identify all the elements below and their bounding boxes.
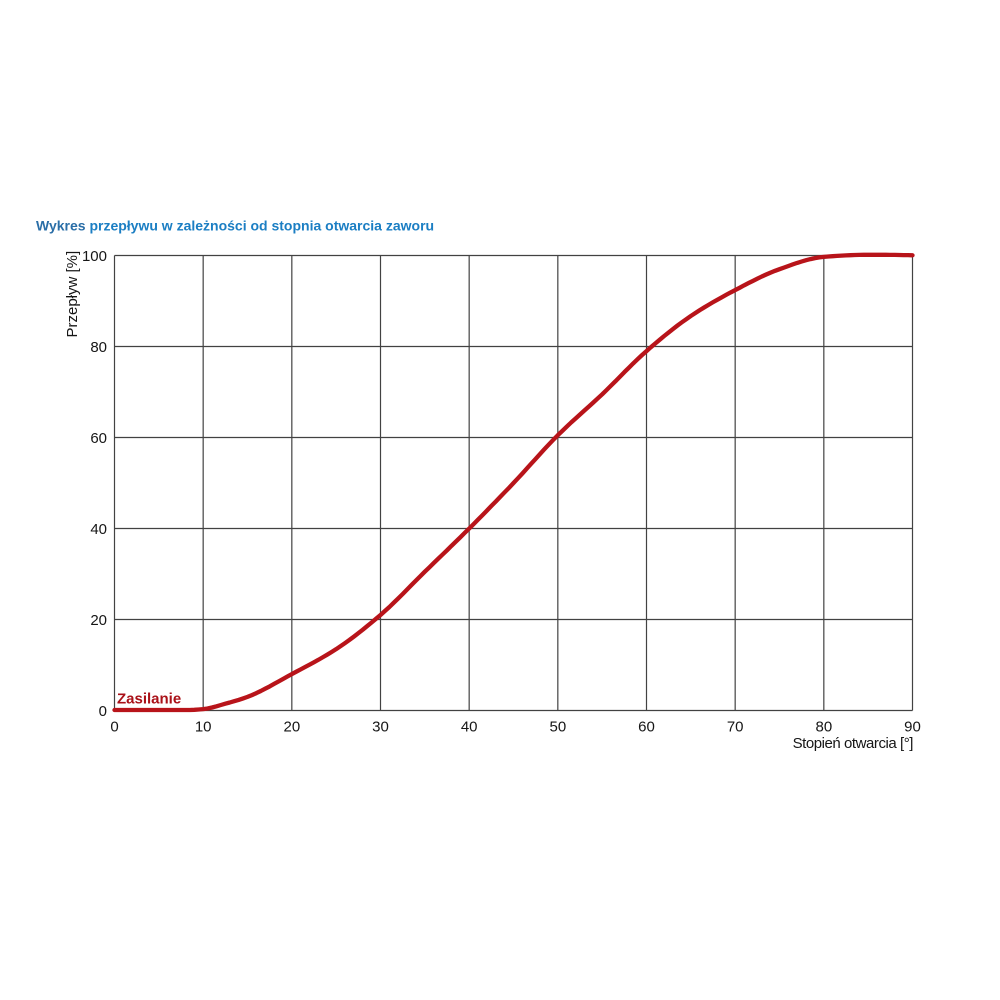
svg-text:20: 20	[283, 718, 300, 735]
svg-text:90: 90	[904, 718, 921, 735]
svg-text:20: 20	[90, 612, 107, 629]
svg-text:60: 60	[638, 718, 655, 735]
svg-text:100: 100	[82, 248, 107, 265]
svg-text:30: 30	[372, 718, 389, 735]
svg-text:40: 40	[90, 521, 107, 538]
svg-text:40: 40	[461, 718, 478, 735]
svg-text:70: 70	[727, 718, 744, 735]
svg-text:50: 50	[549, 718, 566, 735]
svg-text:Wykres przepływu w zależności: Wykres przepływu w zależności od stopnia…	[36, 218, 434, 234]
svg-text:Zasilanie: Zasilanie	[117, 691, 181, 708]
svg-text:80: 80	[90, 339, 107, 356]
svg-text:80: 80	[815, 718, 832, 735]
svg-text:10: 10	[195, 718, 212, 735]
svg-text:Stopień otwarcia [°]: Stopień otwarcia [°]	[793, 735, 914, 752]
svg-text:0: 0	[110, 718, 118, 735]
svg-text:0: 0	[99, 703, 107, 720]
svg-text:Przepływ [%]: Przepływ [%]	[64, 251, 81, 338]
svg-text:60: 60	[90, 430, 107, 447]
